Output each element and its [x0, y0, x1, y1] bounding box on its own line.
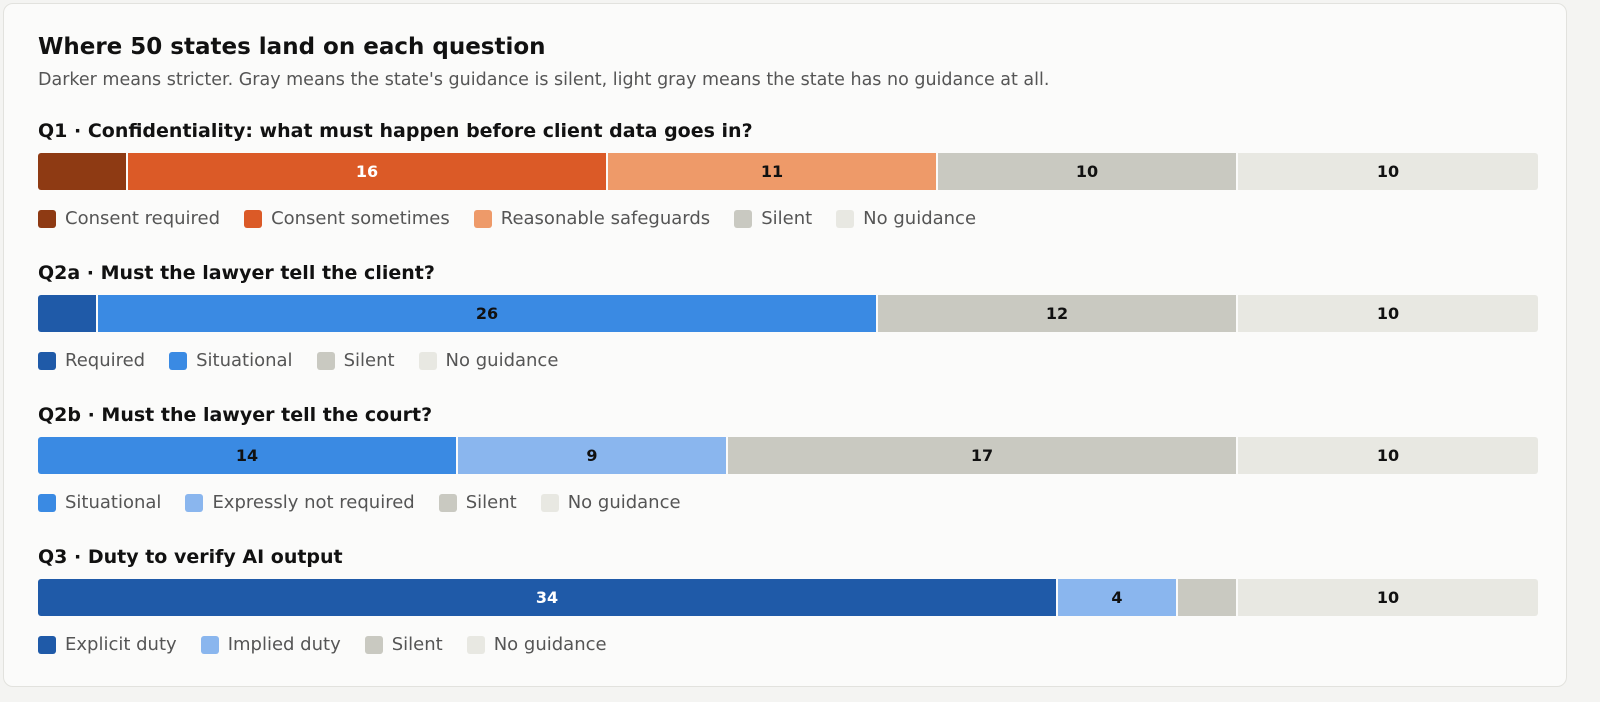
stacked-bar: 34 4 10	[38, 579, 1538, 616]
bar-segment-explicit-duty: 34	[38, 579, 1058, 616]
legend-swatch	[38, 209, 56, 228]
bar-segment-no-guidance: 10	[1238, 295, 1538, 332]
legend-label: Consent required	[65, 208, 221, 229]
bar-segment-silent	[1178, 579, 1238, 616]
legend-item: Situational	[38, 492, 161, 513]
legend-label: Implied duty	[227, 634, 341, 655]
question-title: Q2a · Must the lawyer tell the client?	[38, 262, 435, 284]
legend-label: Consent sometimes	[271, 208, 450, 229]
legend-item: Silent	[438, 492, 517, 513]
bar-segment-no-guidance: 10	[1238, 153, 1538, 190]
bar-segment-expressly-not-required: 9	[458, 437, 728, 474]
legend-item: Silent	[734, 208, 812, 229]
question-title: Q3 · Duty to verify AI output	[38, 546, 343, 568]
legend-label: No guidance	[567, 492, 681, 513]
legend-item: Situational	[169, 350, 293, 371]
bar-segment-required	[38, 295, 98, 332]
legend-label: Reasonable safeguards	[500, 208, 711, 229]
legend-swatch	[473, 209, 492, 228]
legend-swatch	[836, 209, 855, 228]
legend-swatch	[169, 351, 188, 370]
legend-item: No guidance	[418, 350, 559, 371]
legend-item: Silent	[364, 634, 443, 655]
legend-label: Situational	[65, 492, 162, 513]
legend-item: Expressly not required	[185, 492, 415, 513]
legend-item: Required	[38, 350, 145, 371]
legend-item: Explicit duty	[38, 634, 177, 655]
legend-swatch	[540, 493, 559, 512]
bar-segment-silent: 10	[938, 153, 1238, 190]
legend-label: Silent	[761, 208, 813, 229]
legend-swatch	[244, 209, 263, 228]
legend-item: No guidance	[540, 492, 681, 513]
legend-label: No guidance	[445, 350, 559, 371]
bar-segment-consent-sometimes: 16	[128, 153, 608, 190]
legend: Required Situational Silent No guidance	[38, 350, 582, 371]
page-title: Where 50 states land on each question	[38, 34, 546, 60]
legend-swatch	[418, 351, 437, 370]
legend-label: Silent	[465, 492, 517, 513]
legend-item: No guidance	[836, 208, 976, 229]
legend-item: Consent sometimes	[244, 208, 450, 229]
legend-label: Silent	[343, 350, 395, 371]
legend-label: Expressly not required	[212, 492, 415, 513]
legend-item: Implied duty	[200, 634, 341, 655]
bar-segment-reasonable-safeguards: 11	[608, 153, 938, 190]
legend-swatch	[38, 493, 56, 512]
legend-label: Explicit duty	[65, 634, 177, 655]
bar-segment-situational: 14	[38, 437, 458, 474]
legend-swatch	[316, 351, 335, 370]
legend-swatch	[438, 493, 457, 512]
bar-segment-no-guidance: 10	[1238, 579, 1538, 616]
legend: Situational Expressly not required Silent N…	[38, 492, 705, 513]
legend: Explicit duty Implied duty Silent No guidan…	[38, 634, 631, 655]
stacked-bar: 14 9 17 10	[38, 437, 1538, 474]
bar-segment-consent-required	[38, 153, 128, 190]
legend-swatch	[200, 635, 219, 654]
legend-swatch	[38, 351, 56, 370]
legend-swatch	[38, 635, 56, 654]
page-subtitle: Darker means stricter. Gray means the st…	[38, 70, 1050, 90]
question-title: Q2b · Must the lawyer tell the court?	[38, 404, 433, 426]
legend-swatch	[185, 493, 204, 512]
legend-swatch	[364, 635, 383, 654]
legend-label: Situational	[196, 350, 293, 371]
bar-segment-no-guidance: 10	[1238, 437, 1538, 474]
bar-segment-implied-duty: 4	[1058, 579, 1178, 616]
legend-item: Silent	[316, 350, 395, 371]
legend: Consent required Consent sometimes Reasona…	[38, 208, 1000, 229]
legend-item: Consent required	[38, 208, 220, 229]
legend-swatch	[734, 209, 753, 228]
question-title: Q1 · Confidentiality: what must happen b…	[38, 120, 753, 142]
legend-label: No guidance	[863, 208, 977, 229]
stacked-bar: 16 11 10 10	[38, 153, 1538, 190]
legend-label: Required	[65, 350, 146, 371]
stacked-bar: 26 12 10	[38, 295, 1538, 332]
chart-card: Where 50 states land on each question Da…	[3, 3, 1567, 687]
bar-segment-silent: 17	[728, 437, 1238, 474]
legend-item: No guidance	[466, 634, 607, 655]
legend-label: No guidance	[493, 634, 607, 655]
legend-item: Reasonable safeguards	[473, 208, 711, 229]
legend-swatch	[466, 635, 485, 654]
legend-label: Silent	[391, 634, 443, 655]
bar-segment-silent: 12	[878, 295, 1238, 332]
bar-segment-situational: 26	[98, 295, 878, 332]
